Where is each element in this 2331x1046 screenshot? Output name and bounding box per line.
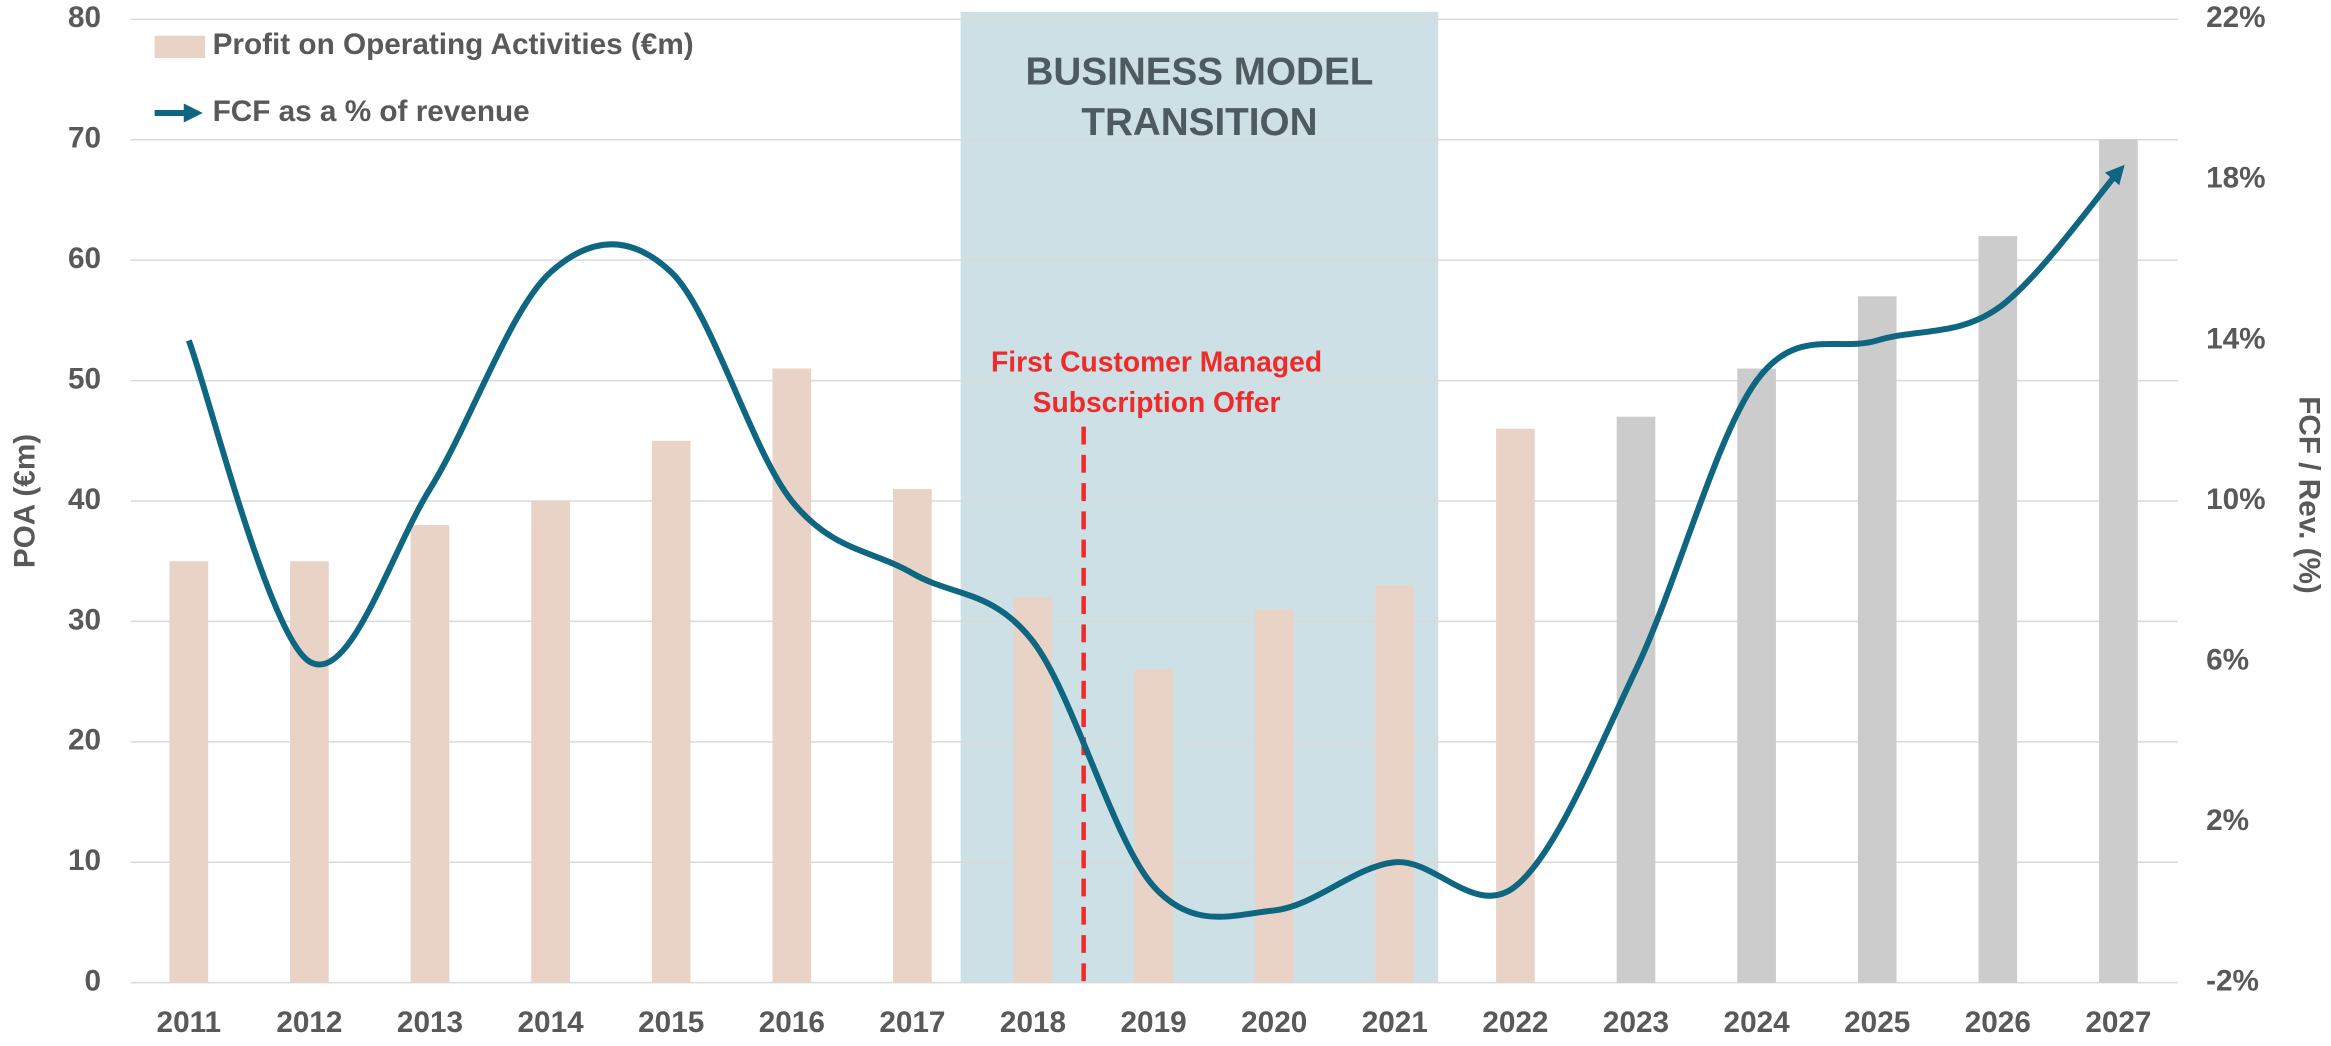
bar: [2099, 139, 2138, 983]
bar: [1013, 597, 1053, 983]
y-tick-label: 0: [85, 965, 102, 998]
x-tick-label: 2014: [518, 1006, 585, 1039]
y-axis-label: POA (€m): [9, 434, 42, 568]
y2-tick-label: -2%: [2206, 965, 2259, 998]
y-tick-label: 30: [68, 603, 101, 636]
bar: [1978, 236, 2018, 983]
legend-label: FCF as a % of revenue: [213, 95, 530, 128]
bar: [1254, 609, 1294, 983]
region-label: BUSINESS MODEL: [1026, 51, 1374, 94]
x-tick-label: 2019: [1121, 1006, 1187, 1039]
x-tick-label: 2025: [1844, 1006, 1910, 1039]
y-tick-label: 10: [68, 844, 101, 877]
bar: [1737, 368, 1776, 983]
y2-axis-label: FCF / Rev. (%): [2292, 396, 2325, 594]
y-tick-label: 70: [68, 122, 101, 155]
legend-label: Profit on Operating Activities (€m): [213, 28, 694, 61]
y2-tick-label: 6%: [2206, 643, 2249, 676]
x-tick-label: 2027: [2085, 1006, 2151, 1039]
bar: [651, 440, 691, 983]
y2-tick-label: 2%: [2206, 804, 2249, 837]
line: [186, 164, 2125, 920]
bar: [772, 368, 812, 983]
x-tick-label: 2018: [1000, 1006, 1066, 1039]
x-tick-label: 2020: [1241, 1006, 1307, 1039]
region-label: TRANSITION: [1081, 101, 1317, 144]
x-tick-label: 2023: [1603, 1006, 1669, 1039]
x-tick-label: 2013: [397, 1006, 463, 1039]
bar: [1375, 585, 1415, 983]
y2-tick-label: 14%: [2206, 322, 2265, 355]
y-tick-label: 40: [68, 483, 101, 516]
bar: [1134, 669, 1173, 983]
bar: [893, 488, 932, 983]
y-tick-label: 20: [68, 724, 101, 757]
y2-tick-label: 18%: [2206, 162, 2265, 195]
legend-swatch: [154, 35, 206, 58]
bar: [1857, 296, 1897, 983]
bar: [410, 525, 450, 983]
x-tick-label: 2015: [638, 1006, 704, 1039]
marker-label: Subscription Offer: [1033, 386, 1281, 418]
y-tick-label: 50: [68, 362, 101, 395]
bar: [290, 561, 329, 983]
x-tick-label: 2011: [157, 1006, 221, 1039]
y2-tick-label: 10%: [2206, 483, 2265, 516]
marker-label: First Customer Managed: [991, 346, 1322, 378]
x-tick-label: 2021: [1362, 1006, 1428, 1039]
x-tick-label: 2017: [879, 1006, 945, 1039]
x-tick-label: 2026: [1965, 1006, 2031, 1039]
y-tick-label: 60: [68, 242, 101, 275]
bar: [1496, 428, 1535, 983]
x-tick-label: 2016: [759, 1006, 825, 1039]
x-tick-label: 2022: [1482, 1006, 1548, 1039]
bar: [169, 561, 209, 983]
y-tick-label: 80: [68, 1, 101, 34]
y2-tick-label: 22%: [2206, 1, 2265, 34]
x-tick-label: 2012: [276, 1006, 342, 1039]
bar: [531, 500, 570, 983]
x-tick-label: 2024: [1724, 1006, 1791, 1039]
